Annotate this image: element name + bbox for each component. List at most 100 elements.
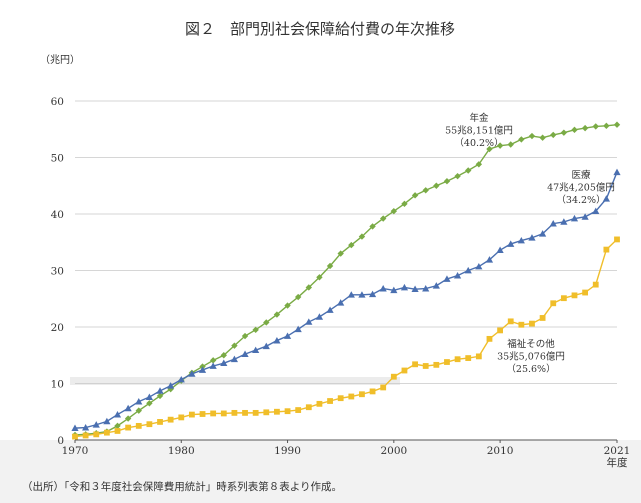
- data-point: [337, 395, 344, 402]
- data-point: [103, 429, 110, 436]
- data-point: [603, 246, 610, 253]
- data-point: [379, 284, 387, 292]
- data-point: [71, 424, 79, 432]
- data-point: [486, 145, 493, 153]
- data-point: [454, 356, 461, 363]
- data-point: [464, 266, 472, 274]
- annotation-福祉その他: 福祉その他 35兆5,076億円（25.6%）: [497, 338, 565, 375]
- series-line: [74, 171, 618, 429]
- data-point: [528, 234, 536, 241]
- data-point: [581, 213, 589, 220]
- data-point: [135, 407, 142, 414]
- data-point: [146, 421, 153, 428]
- y-tick-label: 60: [51, 96, 64, 108]
- data-point: [581, 124, 589, 132]
- data-point: [528, 132, 536, 140]
- data-point: [135, 397, 143, 405]
- data-point: [337, 299, 345, 306]
- series-福祉その他: [72, 236, 620, 440]
- data-point: [210, 410, 217, 417]
- data-point: [390, 373, 397, 380]
- data-point: [156, 387, 164, 394]
- data-point: [316, 274, 323, 281]
- grid: [75, 100, 617, 384]
- data-point: [592, 207, 600, 215]
- data-point: [539, 134, 546, 141]
- data-point: [433, 182, 440, 189]
- data-point: [390, 207, 398, 215]
- data-point: [518, 321, 525, 328]
- data-point: [496, 246, 504, 254]
- y-tick-label: 0: [57, 435, 64, 447]
- data-point: [156, 392, 164, 400]
- data-point: [412, 361, 418, 368]
- data-point: [369, 388, 376, 395]
- data-point: [592, 281, 599, 288]
- data-point: [411, 285, 419, 293]
- data-point: [241, 350, 249, 357]
- data-point: [560, 129, 568, 136]
- data-point: [231, 409, 238, 416]
- x-tick-label: 2021: [604, 445, 631, 457]
- data-point: [263, 319, 270, 326]
- highlight-band: [70, 377, 400, 385]
- data-point: [613, 121, 621, 128]
- data-point: [125, 424, 132, 431]
- series-年金: [71, 121, 621, 439]
- y-tick-label: 20: [51, 322, 64, 334]
- data-point: [602, 195, 610, 202]
- data-point: [497, 327, 503, 334]
- data-point: [550, 300, 557, 307]
- series-医療: [71, 168, 621, 432]
- data-point: [369, 223, 376, 230]
- y-axis-unit: （兆円）: [40, 54, 80, 66]
- annotation-年金: 年金 55兆8,151億円（40.2%）: [445, 112, 513, 149]
- data-point: [273, 336, 281, 344]
- data-point: [274, 408, 280, 415]
- data-point: [113, 410, 122, 418]
- data-point: [294, 325, 302, 333]
- data-point: [230, 355, 239, 363]
- data-point: [422, 187, 429, 194]
- data-point: [539, 315, 546, 321]
- data-point: [380, 384, 387, 391]
- data-point: [444, 359, 450, 365]
- data-point: [390, 286, 398, 294]
- source-note: （出所）「令和３年度社会保障費用統計」時系列表第８表より作成。: [22, 480, 342, 493]
- data-point: [401, 367, 408, 374]
- data-point: [135, 422, 142, 429]
- data-point: [358, 291, 366, 298]
- data-point: [614, 236, 620, 243]
- data-point: [613, 168, 621, 176]
- data-point: [178, 414, 185, 421]
- data-point: [348, 241, 355, 249]
- y-tick-label: 30: [51, 266, 64, 278]
- data-point: [475, 262, 483, 270]
- x-axis-unit: 年度: [607, 456, 628, 469]
- data-point: [443, 275, 451, 282]
- data-point: [368, 290, 377, 298]
- series-line: [74, 124, 618, 436]
- x-tick-label: 2010: [487, 445, 514, 457]
- data-point: [453, 271, 462, 279]
- data-point: [517, 236, 525, 244]
- data-point: [231, 342, 238, 349]
- data-point: [315, 313, 324, 320]
- data-point: [560, 295, 567, 302]
- data-point: [507, 240, 515, 247]
- data-point: [422, 284, 430, 292]
- data-point: [198, 366, 207, 373]
- data-point: [465, 167, 472, 174]
- data-point: [220, 352, 227, 359]
- data-point: [560, 218, 568, 225]
- y-axis-ticks: 0 10 20 30 40 50 60: [51, 96, 64, 447]
- data-point: [570, 214, 579, 222]
- data-point: [114, 428, 121, 434]
- data-point: [359, 391, 365, 398]
- data-point: [529, 320, 535, 327]
- data-point: [284, 302, 291, 309]
- footer-band: [0, 440, 641, 503]
- data-point: [518, 136, 525, 143]
- data-point: [443, 178, 451, 185]
- data-point: [82, 423, 90, 431]
